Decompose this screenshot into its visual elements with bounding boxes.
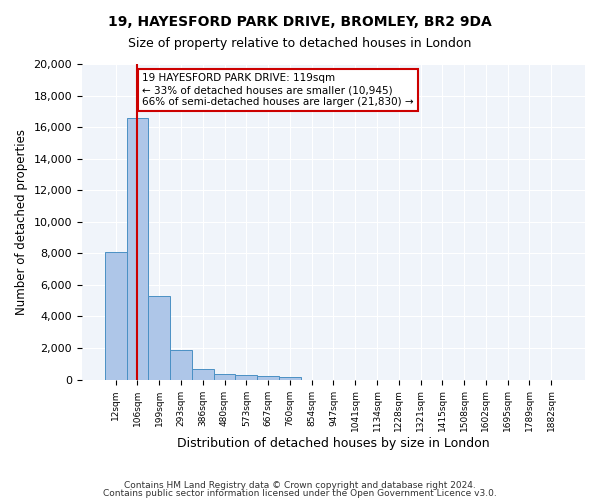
Bar bbox=[127, 118, 148, 380]
Bar bbox=[279, 376, 301, 380]
Y-axis label: Number of detached properties: Number of detached properties bbox=[15, 129, 28, 315]
Bar bbox=[105, 252, 127, 380]
Text: Contains HM Land Registry data © Crown copyright and database right 2024.: Contains HM Land Registry data © Crown c… bbox=[124, 481, 476, 490]
Text: 19 HAYESFORD PARK DRIVE: 119sqm
← 33% of detached houses are smaller (10,945)
66: 19 HAYESFORD PARK DRIVE: 119sqm ← 33% of… bbox=[142, 74, 413, 106]
X-axis label: Distribution of detached houses by size in London: Distribution of detached houses by size … bbox=[177, 437, 490, 450]
Text: 19, HAYESFORD PARK DRIVE, BROMLEY, BR2 9DA: 19, HAYESFORD PARK DRIVE, BROMLEY, BR2 9… bbox=[108, 15, 492, 29]
Bar bbox=[214, 374, 235, 380]
Bar bbox=[192, 369, 214, 380]
Text: Contains public sector information licensed under the Open Government Licence v3: Contains public sector information licen… bbox=[103, 488, 497, 498]
Text: Size of property relative to detached houses in London: Size of property relative to detached ho… bbox=[128, 38, 472, 51]
Bar bbox=[148, 296, 170, 380]
Bar bbox=[170, 350, 192, 380]
Bar bbox=[235, 376, 257, 380]
Bar bbox=[257, 376, 279, 380]
